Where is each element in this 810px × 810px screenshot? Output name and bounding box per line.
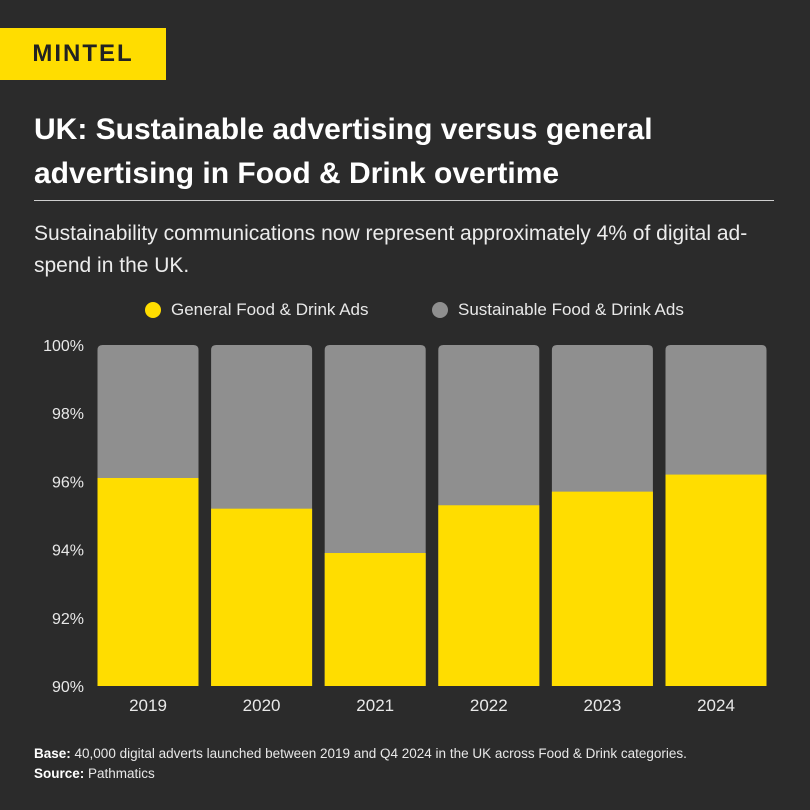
y-tick-label: 94% [52, 543, 84, 560]
footer-base: Base: 40,000 digital adverts launched be… [34, 744, 794, 764]
x-tick-label: 2020 [243, 696, 281, 715]
mintel-logo: MINTEL [0, 28, 166, 80]
bar-general [665, 474, 767, 686]
legend-item-general: General Food & Drink Ads [145, 300, 368, 320]
logo-text: MINTEL [32, 40, 134, 67]
bar-general [211, 508, 313, 686]
legend-label-sustainable: Sustainable Food & Drink Ads [458, 300, 684, 319]
y-tick-label: 98% [52, 406, 84, 423]
bar-general [97, 477, 199, 686]
legend-dot-general [145, 302, 161, 318]
x-tick-label: 2019 [129, 696, 167, 715]
chart-title: UK: Sustainable advertising versus gener… [34, 113, 653, 190]
title-divider [34, 200, 774, 201]
bar-general [551, 491, 653, 686]
y-tick-label: 92% [52, 611, 84, 628]
x-tick-label: 2023 [583, 696, 621, 715]
stacked-bar-chart: 90% 92% 94% 96% 98% 100% 2019 2020 2021 2022 2023 2… [43, 338, 767, 715]
source-text: Pathmatics [84, 766, 155, 781]
y-tick-label: 100% [43, 338, 84, 355]
chart-subtitle: Sustainability communications now repres… [34, 222, 748, 277]
bar-general [438, 505, 540, 686]
legend: General Food & Drink Ads Sustainable Foo… [0, 300, 810, 326]
bar-general [324, 553, 426, 686]
legend-dot-sustainable [432, 302, 448, 318]
source-label: Source: [34, 766, 85, 781]
base-label: Base: [34, 746, 71, 761]
x-tick-label: 2021 [356, 696, 394, 715]
footer: Base: 40,000 digital adverts launched be… [34, 744, 794, 784]
footer-source: Source: Pathmatics [34, 764, 794, 784]
x-tick-label: 2022 [470, 696, 508, 715]
legend-label-general: General Food & Drink Ads [171, 300, 369, 319]
y-tick-label: 90% [52, 679, 84, 696]
legend-item-sustainable: Sustainable Food & Drink Ads [432, 300, 684, 320]
base-text: 40,000 digital adverts launched between … [70, 746, 687, 761]
x-tick-label: 2024 [697, 696, 735, 715]
y-tick-label: 96% [52, 474, 84, 491]
